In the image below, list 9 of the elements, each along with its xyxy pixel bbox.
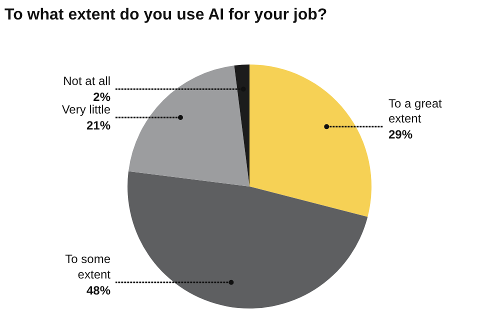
slice-label: Very little — [62, 102, 111, 116]
chart-title: To what extent do you use AI for your job? — [4, 6, 328, 24]
slice-label: To a great extent — [388, 96, 443, 126]
slice-label: To some extent — [65, 252, 112, 282]
data-label: 29% — [388, 128, 413, 142]
slice-label: Not at all — [63, 74, 111, 88]
data-label: 2% — [93, 90, 111, 104]
data-label: 48% — [86, 283, 111, 298]
data-label: 21% — [86, 118, 111, 132]
